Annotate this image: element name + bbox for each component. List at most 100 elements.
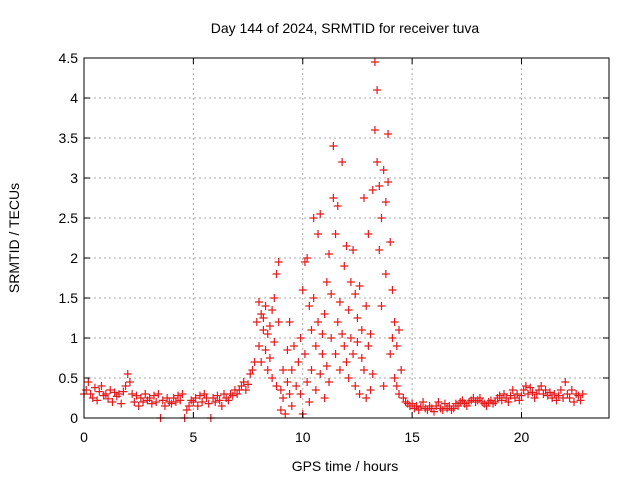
data-point — [353, 338, 362, 346]
data-point — [246, 370, 255, 378]
data-point — [395, 326, 403, 334]
data-point — [287, 366, 296, 374]
data-point — [373, 86, 382, 94]
data-point — [191, 394, 200, 402]
data-point — [329, 194, 338, 202]
data-point — [311, 386, 320, 394]
data-point — [331, 350, 340, 358]
data-point — [335, 366, 344, 374]
data-point — [141, 390, 150, 398]
data-point — [255, 342, 263, 350]
data-point — [154, 390, 163, 398]
data-point — [346, 278, 355, 286]
data-point — [351, 382, 360, 390]
data-point — [294, 358, 303, 366]
data-point — [331, 230, 340, 238]
x-axis-title: GPS time / hours — [292, 458, 399, 474]
data-point — [556, 386, 565, 394]
data-point — [386, 238, 395, 246]
data-point — [565, 394, 574, 402]
data-point — [364, 342, 373, 350]
data-point — [132, 391, 141, 400]
data-point — [362, 394, 371, 402]
data-point — [259, 326, 268, 334]
data-point — [322, 278, 331, 286]
x-tick-label: 0 — [80, 429, 88, 445]
data-point — [397, 366, 406, 374]
data-point — [265, 322, 274, 330]
data-point — [373, 158, 382, 166]
data-point — [213, 391, 222, 400]
data-point — [491, 398, 500, 406]
data-point — [333, 202, 342, 210]
data-point — [272, 382, 281, 390]
data-point — [150, 391, 158, 400]
data-point — [281, 410, 290, 418]
data-point — [139, 398, 148, 406]
data-point — [384, 130, 393, 138]
data-point — [257, 310, 266, 318]
data-point — [303, 254, 312, 262]
data-point — [370, 126, 379, 134]
data-point — [198, 398, 207, 406]
data-point — [327, 290, 336, 298]
data-point — [335, 298, 344, 306]
data-point — [261, 302, 270, 310]
data-point — [237, 382, 246, 390]
data-point — [305, 398, 314, 406]
data-point — [276, 386, 285, 394]
data-point — [338, 330, 347, 338]
data-point — [274, 258, 283, 266]
x-tick-label: 5 — [189, 429, 197, 445]
data-point — [325, 250, 333, 258]
data-point — [381, 198, 390, 206]
data-point — [115, 390, 123, 398]
data-point — [283, 378, 292, 386]
data-point — [338, 158, 347, 166]
data-point — [333, 318, 342, 326]
data-point — [377, 214, 386, 222]
data-point — [545, 388, 554, 397]
data-point — [285, 318, 294, 326]
data-point — [434, 398, 443, 406]
data-point — [255, 298, 263, 306]
grid-lines — [84, 58, 609, 418]
data-point — [537, 382, 546, 390]
plot-frame — [83, 57, 610, 419]
x-tick-label: 10 — [295, 429, 311, 445]
data-point — [320, 310, 329, 318]
data-point — [97, 382, 106, 390]
data-point — [84, 378, 93, 386]
data-point — [368, 186, 377, 194]
data-point — [524, 390, 533, 398]
data-point — [193, 402, 202, 410]
data-point — [500, 390, 508, 398]
data-point — [349, 246, 358, 254]
data-point — [497, 396, 506, 405]
data-point — [351, 290, 360, 298]
data-point — [379, 166, 388, 174]
data-point — [211, 398, 220, 406]
data-point — [390, 374, 399, 382]
data-point — [287, 402, 296, 410]
data-point — [329, 142, 338, 150]
data-point — [117, 399, 126, 408]
data-point — [292, 382, 301, 390]
data-point — [346, 334, 355, 342]
data-point — [322, 362, 331, 370]
data-point — [134, 402, 143, 410]
y-tick-label: 1 — [70, 330, 78, 346]
data-point — [456, 398, 465, 406]
data-point — [300, 258, 309, 266]
data-point — [204, 399, 213, 408]
data-point — [375, 246, 384, 254]
data-point — [517, 391, 526, 400]
data-point — [408, 399, 417, 408]
data-point — [178, 390, 187, 398]
data-point — [268, 374, 277, 382]
data-point — [263, 330, 272, 338]
data-point — [307, 326, 316, 334]
data-point — [233, 390, 242, 398]
data-point — [101, 390, 110, 398]
data-point — [513, 390, 522, 398]
